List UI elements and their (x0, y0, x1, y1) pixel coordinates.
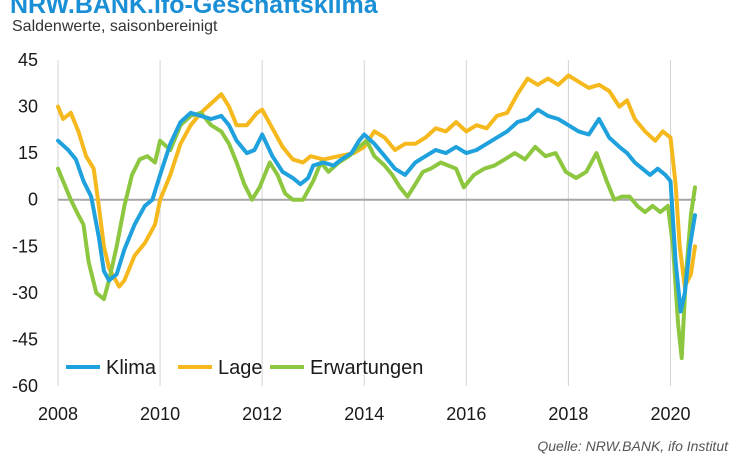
axes: 2008 2010 2012 2014 2016 2018 2020 45 30 15 0 -15 -3… (12, 50, 696, 424)
x-tick-label: 2012 (242, 404, 282, 424)
series-line-erwartungen (56, 110, 697, 361)
series-line-lage (56, 73, 697, 289)
y-tick-label: -60 (12, 376, 38, 396)
y-tick-label: 45 (18, 50, 38, 70)
x-tick-label: 2008 (38, 404, 78, 424)
y-tick-label: -30 (12, 283, 38, 303)
x-tick-label: 2014 (344, 404, 384, 424)
x-tick-label: 2018 (548, 404, 588, 424)
x-tick-label: 2010 (140, 404, 180, 424)
x-tick-label: 2020 (650, 404, 690, 424)
legend: Klima Lage Erwartungen (66, 357, 423, 379)
x-tick-label: 2016 (446, 404, 486, 424)
legend-label-klima: Klima (106, 357, 157, 379)
chart-subtitle: Saldenwerte, saisonbereinigt (12, 18, 218, 35)
legend-label-erwartungen: Erwartungen (310, 357, 423, 379)
y-tick-label: 0 (28, 190, 38, 210)
y-tick-label: -45 (12, 329, 38, 349)
series-layer (56, 73, 697, 361)
series-line-klima (56, 107, 697, 314)
grid-lines (57, 60, 671, 386)
chart-title: NRW.BANK.ifo-Geschäftsklima (10, 0, 378, 19)
y-tick-label: 15 (18, 143, 38, 163)
legend-label-lage: Lage (218, 357, 263, 379)
source-note: Quelle: NRW.BANK, ifo Institut (537, 438, 728, 454)
y-tick-label: -15 (12, 236, 38, 256)
y-tick-label: 30 (18, 97, 38, 117)
